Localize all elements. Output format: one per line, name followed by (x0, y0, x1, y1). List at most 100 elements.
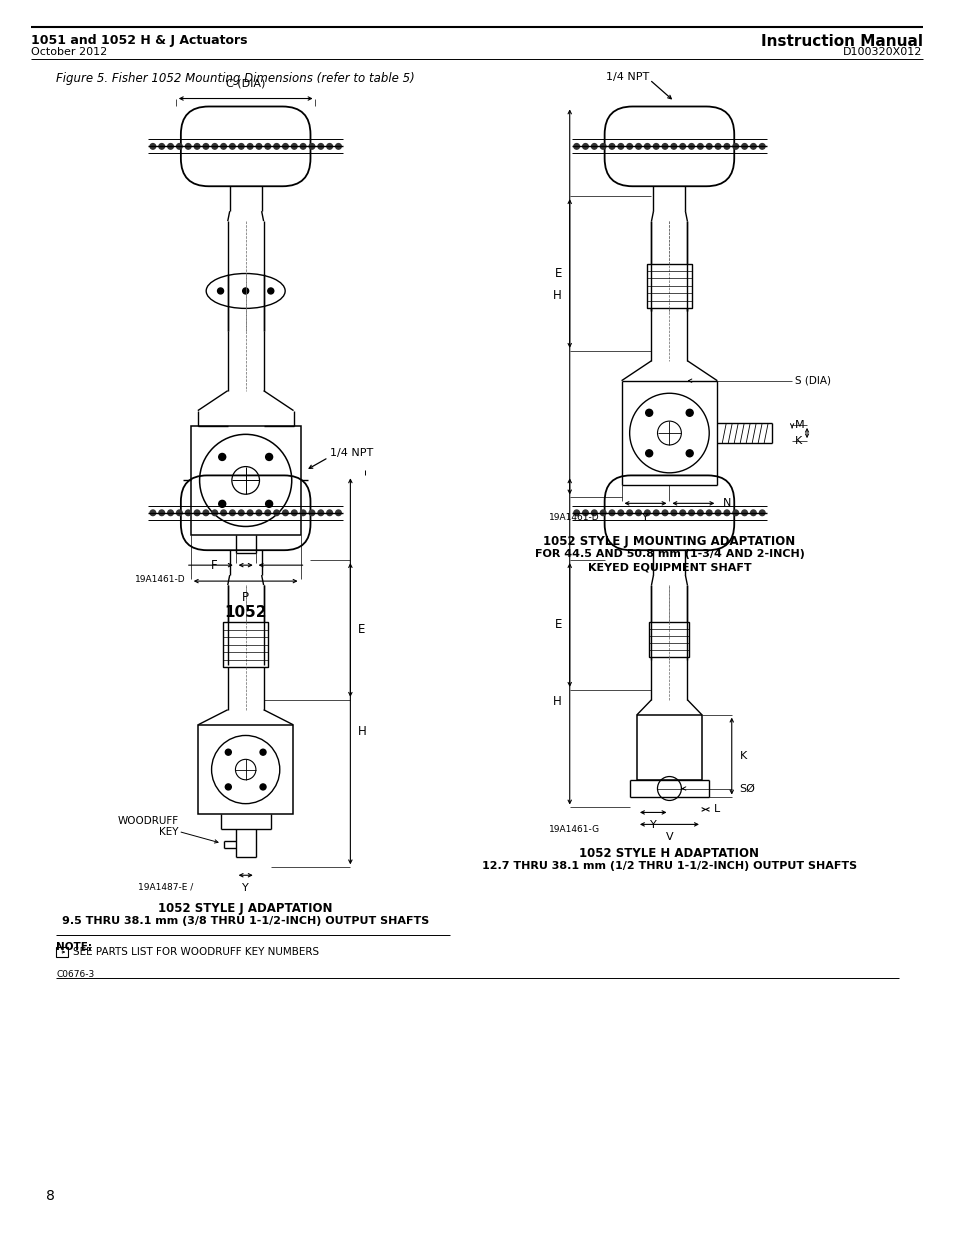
Text: SØ: SØ (739, 783, 755, 794)
Circle shape (750, 143, 756, 149)
Circle shape (609, 510, 614, 515)
Circle shape (265, 500, 273, 508)
Circle shape (300, 143, 306, 149)
Text: SEE PARTS LIST FOR WOODRUFF KEY NUMBERS: SEE PARTS LIST FOR WOODRUFF KEY NUMBERS (73, 947, 319, 957)
Circle shape (644, 143, 649, 149)
Circle shape (705, 143, 711, 149)
Circle shape (265, 143, 271, 149)
Circle shape (309, 143, 314, 149)
Circle shape (732, 510, 738, 515)
Circle shape (159, 510, 164, 515)
Circle shape (599, 143, 605, 149)
Text: S (DIA): S (DIA) (794, 375, 830, 385)
Circle shape (300, 510, 306, 515)
Circle shape (723, 510, 729, 515)
Circle shape (741, 510, 746, 515)
Text: 19A1487-E /: 19A1487-E / (138, 882, 193, 892)
Circle shape (653, 510, 659, 515)
Circle shape (282, 510, 288, 515)
Circle shape (626, 143, 632, 149)
Bar (646, 263, 691, 309)
Circle shape (697, 143, 702, 149)
Circle shape (247, 143, 253, 149)
Text: D100320X012: D100320X012 (842, 47, 922, 57)
Bar (649, 622, 689, 657)
Circle shape (591, 143, 597, 149)
Text: KEYED EQUIPMENT SHAFT: KEYED EQUIPMENT SHAFT (587, 562, 750, 572)
Text: 19A1461-D: 19A1461-D (548, 514, 599, 522)
Circle shape (292, 510, 296, 515)
Circle shape (194, 510, 199, 515)
Circle shape (159, 143, 164, 149)
Circle shape (168, 143, 173, 149)
Circle shape (230, 143, 235, 149)
Bar (198, 725, 293, 814)
Circle shape (176, 143, 182, 149)
Text: 1052 STYLE J ADAPTATION: 1052 STYLE J ADAPTATION (158, 903, 333, 915)
Text: C (DIA): C (DIA) (226, 79, 265, 89)
Circle shape (618, 510, 623, 515)
Circle shape (685, 409, 693, 416)
Circle shape (679, 510, 685, 515)
Circle shape (225, 750, 231, 755)
Text: C0676-3: C0676-3 (56, 969, 94, 979)
Circle shape (282, 143, 288, 149)
Circle shape (176, 510, 182, 515)
Circle shape (317, 143, 323, 149)
Circle shape (203, 510, 209, 515)
Circle shape (309, 510, 314, 515)
Circle shape (238, 510, 244, 515)
Text: V: V (665, 832, 673, 842)
Circle shape (759, 510, 764, 515)
Circle shape (661, 510, 667, 515)
Text: N: N (722, 499, 731, 509)
Circle shape (265, 453, 273, 461)
Bar (223, 622, 268, 667)
Circle shape (626, 510, 632, 515)
Circle shape (203, 143, 209, 149)
Circle shape (150, 143, 155, 149)
Text: 19A1461-G: 19A1461-G (548, 825, 599, 835)
Text: L: L (714, 804, 720, 814)
Text: E: E (554, 619, 561, 631)
Text: H: H (358, 725, 367, 737)
Circle shape (260, 750, 266, 755)
Circle shape (741, 143, 746, 149)
Text: 1052 STYLE H ADAPTATION: 1052 STYLE H ADAPTATION (578, 847, 759, 861)
Text: H: H (553, 695, 561, 708)
Text: F: F (211, 558, 217, 572)
Circle shape (591, 510, 597, 515)
Circle shape (661, 143, 667, 149)
Circle shape (327, 510, 332, 515)
Text: 1051 and 1052 H & J Actuators: 1051 and 1052 H & J Actuators (31, 33, 248, 47)
Circle shape (168, 510, 173, 515)
Circle shape (759, 143, 764, 149)
Circle shape (217, 288, 223, 294)
Circle shape (194, 143, 199, 149)
Text: M: M (794, 420, 803, 430)
Circle shape (670, 143, 676, 149)
Text: H: H (553, 289, 561, 303)
Circle shape (723, 143, 729, 149)
Circle shape (582, 510, 588, 515)
Text: Instruction Manual: Instruction Manual (760, 33, 922, 48)
Circle shape (645, 450, 652, 457)
Circle shape (618, 143, 623, 149)
Text: K: K (739, 751, 746, 761)
Circle shape (688, 143, 694, 149)
Text: 8: 8 (46, 1189, 55, 1203)
Circle shape (574, 143, 578, 149)
Text: NOTE:: NOTE: (56, 942, 92, 952)
Bar (191, 426, 300, 535)
Circle shape (260, 784, 266, 790)
Circle shape (679, 143, 685, 149)
Text: October 2012: October 2012 (31, 47, 108, 57)
Circle shape (645, 409, 652, 416)
Circle shape (715, 510, 720, 515)
Circle shape (750, 510, 756, 515)
Circle shape (653, 143, 659, 149)
Circle shape (274, 143, 279, 149)
Circle shape (732, 143, 738, 149)
Circle shape (150, 510, 155, 515)
Circle shape (220, 143, 226, 149)
